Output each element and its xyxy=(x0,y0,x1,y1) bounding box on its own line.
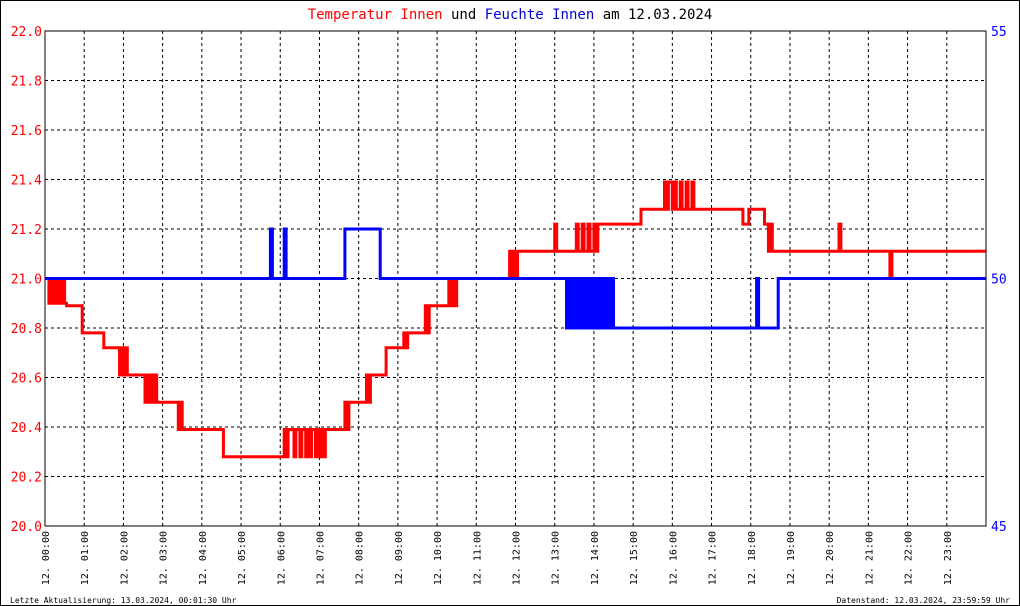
left-tick-label: 20.8 xyxy=(11,322,42,337)
temperature-series-line xyxy=(45,180,986,459)
x-tick-label: 12. 23:00 xyxy=(943,531,954,585)
left-tick-label: 20.6 xyxy=(11,372,42,387)
axis-ticks: 20.0 20.2 20.4 20.6 20.8 21.0 21.2 21.4 21.6 21.8… xyxy=(11,25,1007,585)
title-temperature: Temperatur Innen xyxy=(308,7,443,23)
right-tick-label: 55 xyxy=(991,25,1007,40)
left-tick-label: 20.2 xyxy=(11,471,42,486)
left-tick-label: 21.0 xyxy=(11,273,42,288)
x-tick-label: 12. 15:00 xyxy=(629,531,640,585)
data-status-label: Datenstand: 12.03.2024, 23:59:59 Uhr xyxy=(837,596,1011,605)
x-tick-label: 12. 01:00 xyxy=(80,531,91,585)
x-tick-label: 12. 19:00 xyxy=(786,531,797,585)
x-tick-label: 12. 07:00 xyxy=(315,531,326,585)
x-tick-label: 12. 02:00 xyxy=(119,531,130,585)
left-tick-label: 21.4 xyxy=(11,174,42,189)
title-date: am 12.03.2024 xyxy=(594,7,712,23)
x-tick-label: 12. 10:00 xyxy=(433,531,444,585)
left-tick-label: 20.4 xyxy=(11,421,42,436)
x-tick-label: 12. 00:00 xyxy=(41,531,52,585)
left-tick-label: 22.0 xyxy=(11,25,42,40)
left-tick-label: 20.0 xyxy=(11,520,42,535)
x-tick-label: 12. 22:00 xyxy=(904,531,915,585)
x-tick-label: 12. 05:00 xyxy=(237,531,248,585)
x-tick-label: 12. 06:00 xyxy=(276,531,287,585)
right-tick-label: 45 xyxy=(991,520,1007,535)
x-tick-label: 12. 16:00 xyxy=(668,531,679,585)
left-tick-label: 21.2 xyxy=(11,223,42,238)
x-tick-label: 12. 20:00 xyxy=(825,531,836,585)
x-tick-label: 12. 18:00 xyxy=(747,531,758,585)
plot-area xyxy=(45,180,986,459)
x-tick-label: 12. 12:00 xyxy=(512,531,523,585)
humidity-series-line xyxy=(45,227,986,330)
left-tick-label: 21.6 xyxy=(11,124,42,139)
title-humidity: Feuchte Innen xyxy=(485,7,595,23)
x-tick-label: 12. 17:00 xyxy=(708,531,719,585)
x-tick-label: 12. 14:00 xyxy=(590,531,601,585)
last-update-label: Letzte Aktualisierung: 13.03.2024, 00:01… xyxy=(10,596,237,605)
x-tick-label: 12. 08:00 xyxy=(355,531,366,585)
left-tick-label: 21.8 xyxy=(11,75,42,90)
right-tick-label: 50 xyxy=(991,273,1007,288)
title-connector: und xyxy=(443,7,485,23)
chart-title: Temperatur Innen und Feuchte Innen am 12… xyxy=(308,7,713,23)
x-tick-label: 12. 09:00 xyxy=(394,531,405,585)
x-tick-label: 12. 11:00 xyxy=(472,531,483,585)
x-tick-label: 12. 13:00 xyxy=(551,531,562,585)
x-tick-label: 12. 03:00 xyxy=(159,531,170,585)
x-tick-label: 12. 04:00 xyxy=(198,531,209,585)
x-tick-label: 12. 21:00 xyxy=(864,531,875,585)
